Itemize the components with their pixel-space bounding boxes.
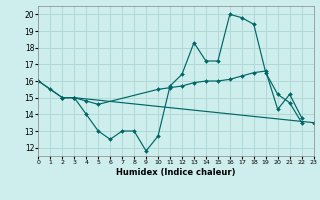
X-axis label: Humidex (Indice chaleur): Humidex (Indice chaleur) <box>116 168 236 177</box>
